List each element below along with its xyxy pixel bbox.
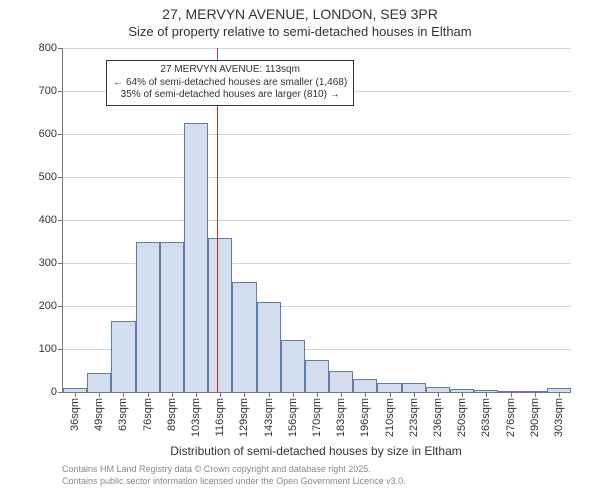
xtick-label: 143sqm [263,398,275,437]
xtick-label: 276sqm [505,398,517,437]
histogram-bar [232,282,256,392]
ytick-mark [58,220,63,221]
xtick-label: 129sqm [238,398,250,437]
histogram-bar [111,321,135,392]
xtick-label: 49sqm [93,398,105,431]
ytick-mark [58,392,63,393]
histogram-bar [136,242,160,393]
ytick-label: 600 [39,128,57,140]
ytick-mark [58,306,63,307]
ytick-label: 0 [51,386,57,398]
xtick-label: 236sqm [432,398,444,437]
ytick-label: 200 [39,300,57,312]
xtick-label: 250sqm [456,398,468,437]
xtick-mark [220,392,221,397]
xtick-mark [414,392,415,397]
histogram-bar [184,123,208,392]
ytick-mark [58,263,63,264]
xtick-label: 170sqm [311,398,323,437]
ytick-label: 800 [39,42,57,54]
xtick-label: 89sqm [166,398,178,431]
xtick-mark [75,392,76,397]
gridline [63,220,571,221]
xtick-mark [462,392,463,397]
xtick-mark [486,392,487,397]
xtick-label: 290sqm [529,398,541,437]
xtick-label: 223sqm [408,398,420,437]
gridline [63,134,571,135]
ytick-label: 100 [39,343,57,355]
annotation-box: 27 MERVYN AVENUE: 113sqm← 64% of semi-de… [106,60,354,106]
histogram-bar [402,383,426,392]
histogram-bar [160,242,184,393]
histogram-bar [87,373,111,392]
xtick-mark [269,392,270,397]
xtick-mark [535,392,536,397]
footer: Contains HM Land Registry data © Crown c… [62,464,406,487]
chart-title: 27, MERVYN AVENUE, LONDON, SE9 3PR Size … [0,6,600,39]
xtick-mark [293,392,294,397]
annotation-line: 35% of semi-detached houses are larger (… [113,89,347,102]
ytick-mark [58,349,63,350]
ytick-label: 400 [39,214,57,226]
histogram-bar [257,302,281,392]
gridline [63,48,571,49]
xtick-mark [99,392,100,397]
ytick-label: 700 [39,85,57,97]
xtick-mark [148,392,149,397]
annotation-line: ← 64% of semi-detached houses are smalle… [113,77,347,90]
xtick-mark [123,392,124,397]
xtick-label: 196sqm [359,398,371,437]
histogram-bar [305,360,329,392]
xtick-mark [196,392,197,397]
chart-container: 27, MERVYN AVENUE, LONDON, SE9 3PR Size … [0,0,600,500]
title-line1: 27, MERVYN AVENUE, LONDON, SE9 3PR [0,6,600,22]
histogram-bar [377,383,401,392]
xtick-label: 76sqm [142,398,154,431]
xtick-mark [341,392,342,397]
xtick-label: 103sqm [190,398,202,437]
xtick-label: 183sqm [335,398,347,437]
plot-area: 010020030040050060070080036sqm49sqm63sqm… [62,48,571,393]
footer-line2: Contains public sector information licen… [62,476,406,488]
xtick-label: 36sqm [69,398,81,431]
ytick-mark [58,134,63,135]
xtick-mark [317,392,318,397]
histogram-bar [281,340,305,392]
title-line2: Size of property relative to semi-detach… [0,24,600,39]
xtick-mark [244,392,245,397]
x-axis-label: Distribution of semi-detached houses by … [170,444,461,458]
ytick-mark [58,48,63,49]
ytick-mark [58,177,63,178]
gridline [63,177,571,178]
xtick-mark [390,392,391,397]
ytick-label: 300 [39,257,57,269]
xtick-mark [438,392,439,397]
xtick-label: 263sqm [480,398,492,437]
ytick-mark [58,91,63,92]
ytick-label: 500 [39,171,57,183]
histogram-bar [353,379,377,392]
xtick-mark [365,392,366,397]
xtick-label: 210sqm [384,398,396,437]
histogram-bar [329,371,353,393]
xtick-label: 63sqm [117,398,129,431]
annotation-line: 27 MERVYN AVENUE: 113sqm [113,64,347,77]
xtick-mark [172,392,173,397]
xtick-mark [511,392,512,397]
xtick-label: 156sqm [287,398,299,437]
xtick-label: 116sqm [214,398,226,436]
xtick-label: 303sqm [553,398,565,437]
histogram-bar [208,238,232,392]
footer-line1: Contains HM Land Registry data © Crown c… [62,464,406,476]
xtick-mark [559,392,560,397]
